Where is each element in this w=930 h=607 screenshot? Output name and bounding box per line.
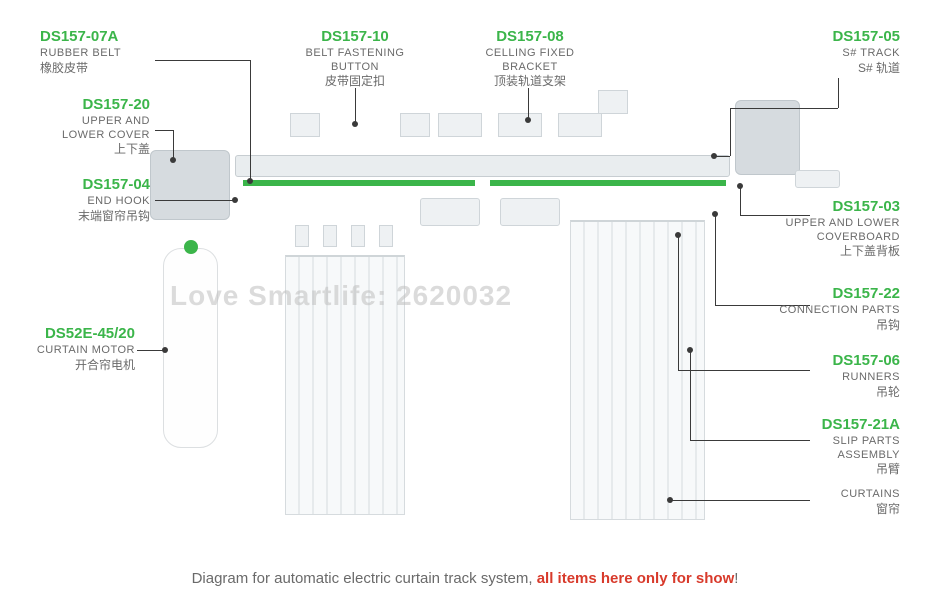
label-code: DS157-05 [790, 28, 900, 47]
label-ds157-22: DS157-22 CONNECTION PARTS 吊钩 [770, 285, 900, 333]
label-en: UPPER AND LOWER COVER [40, 115, 150, 143]
part-bracket [558, 113, 602, 137]
label-code: DS157-08 [470, 28, 590, 47]
label-curtains: CURTAINS 窗帘 [770, 488, 900, 517]
label-zh: 开合帘电机 [20, 358, 135, 373]
part-track [235, 155, 730, 177]
label-en: RUBBER BELT [40, 47, 150, 61]
label-en: CONNECTION PARTS [770, 304, 900, 318]
part-motor-body [163, 248, 218, 448]
label-en: SLIP PARTS ASSEMBLY [770, 435, 900, 463]
label-motor: DS52E-45/20 CURTAIN MOTOR 开合帘电机 [20, 325, 135, 373]
label-en: RUNNERS [770, 371, 900, 385]
label-ds157-10: DS157-10 BELT FASTENING BUTTON 皮带固定扣 [290, 28, 420, 89]
label-zh: 上下盖 [40, 142, 150, 157]
part-bracket [438, 113, 482, 137]
label-en: CURTAIN MOTOR [20, 344, 135, 358]
part-coverboard [795, 170, 840, 188]
part-slip-arm [500, 198, 560, 226]
label-en: END HOOK [40, 195, 150, 209]
part-motor-cap [184, 240, 198, 254]
label-ds157-05: DS157-05 S# TRACK S# 轨道 [790, 28, 900, 76]
part-runner [664, 225, 678, 247]
label-ds157-20: DS157-20 UPPER AND LOWER COVER 上下盖 [40, 96, 150, 157]
label-zh: 上下盖背板 [770, 244, 900, 259]
label-zh: 吊钩 [770, 318, 900, 333]
part-bracket [598, 90, 628, 114]
label-zh: 窗帘 [770, 502, 900, 517]
part-runner [580, 225, 594, 247]
label-zh: 皮带固定扣 [290, 74, 420, 89]
label-code: DS157-03 [770, 198, 900, 217]
label-code: DS52E-45/20 [20, 325, 135, 344]
label-ds157-21a: DS157-21A SLIP PARTS ASSEMBLY 吊臂 [770, 416, 900, 477]
part-runner [351, 225, 365, 247]
part-runner [608, 225, 622, 247]
label-zh: 橡胶皮带 [40, 61, 150, 76]
label-code: DS157-07A [40, 28, 150, 47]
part-gearbox-left [150, 150, 230, 220]
watermark-text: Love Smartlife: 2620032 [170, 280, 512, 312]
label-ds157-08: DS157-08 CELLING FIXED BRACKET 顶装轨道支架 [470, 28, 590, 89]
part-rubber-belt-left [243, 180, 475, 186]
label-code: DS157-20 [40, 96, 150, 115]
label-ds157-03: DS157-03 UPPER AND LOWER COVERBOARD 上下盖背… [770, 198, 900, 259]
label-ds157-06: DS157-06 RUNNERS 吊轮 [770, 352, 900, 400]
part-bracket [290, 113, 320, 137]
label-zh: 顶装轨道支架 [470, 74, 590, 89]
part-runner [636, 225, 650, 247]
label-code: DS157-21A [770, 416, 900, 435]
label-zh: 末端窗帘吊钩 [40, 209, 150, 224]
label-code: DS157-10 [290, 28, 420, 47]
label-code: DS157-04 [40, 176, 150, 195]
label-en: UPPER AND LOWER COVERBOARD [770, 217, 900, 245]
caption-tail: ! [734, 570, 738, 587]
part-runner [323, 225, 337, 247]
part-curtain-right [570, 220, 705, 520]
part-runner [295, 225, 309, 247]
caption-plain: Diagram for automatic electric curtain t… [192, 570, 537, 587]
label-ds157-07a: DS157-07A RUBBER BELT 橡胶皮带 [40, 28, 150, 76]
label-zh: 吊臂 [770, 462, 900, 477]
part-rubber-belt-right [490, 180, 726, 186]
label-en: CELLING FIXED BRACKET [470, 47, 590, 75]
label-ds157-04: DS157-04 END HOOK 末端窗帘吊钩 [40, 176, 150, 224]
part-runner [379, 225, 393, 247]
label-en: S# TRACK [790, 47, 900, 61]
label-en: BELT FASTENING BUTTON [290, 47, 420, 75]
part-gearbox-right [735, 100, 800, 175]
label-en: CURTAINS [770, 488, 900, 502]
label-zh: 吊轮 [770, 385, 900, 400]
label-code: DS157-06 [770, 352, 900, 371]
part-slip-arm [420, 198, 480, 226]
caption-emphasis: all items here only for show [537, 570, 735, 587]
label-code: DS157-22 [770, 285, 900, 304]
part-bracket [498, 113, 542, 137]
part-bracket [400, 113, 430, 137]
label-zh: S# 轨道 [790, 61, 900, 76]
diagram-caption: Diagram for automatic electric curtain t… [0, 570, 930, 587]
